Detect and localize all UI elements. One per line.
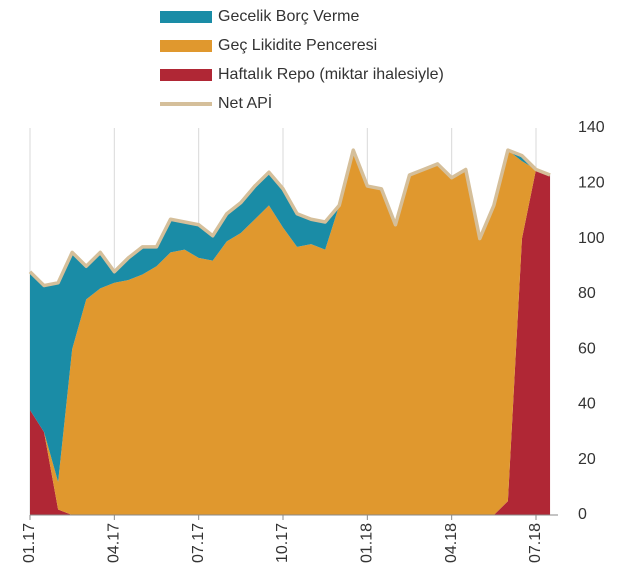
legend-swatch (160, 69, 212, 81)
legend-swatch (160, 40, 212, 52)
y-tick-label: 0 (578, 506, 587, 523)
legend-label: Net APİ (218, 93, 272, 112)
y-tick-label: 20 (578, 451, 596, 468)
line (28, 148, 551, 288)
legend-label: Geç Likidite Penceresi (218, 37, 377, 54)
y-tick-label: 120 (578, 175, 605, 192)
x-tick-label: 04.17 (106, 523, 123, 563)
x-tick-label: 07.17 (190, 523, 207, 563)
y-tick-label: 100 (578, 230, 605, 247)
legend-label: Gecelik Borç Verme (218, 8, 359, 25)
legend-swatch (160, 11, 212, 23)
y-tick-label: 40 (578, 396, 596, 413)
x-tick-label: 10.17 (274, 523, 291, 563)
y-tick-label: 80 (578, 285, 596, 302)
x-tick-label: 07.18 (527, 523, 544, 563)
y-tick-label: 60 (578, 340, 596, 357)
y-tick-label: 140 (578, 119, 605, 136)
x-tick-label: 01.17 (21, 523, 38, 563)
area (30, 150, 551, 515)
area (30, 150, 551, 482)
legend-label: Haftalık Repo (miktar ihalesiyle) (218, 66, 444, 83)
x-tick-label: 04.18 (443, 523, 460, 563)
x-tick-label: 01.18 (359, 523, 376, 563)
